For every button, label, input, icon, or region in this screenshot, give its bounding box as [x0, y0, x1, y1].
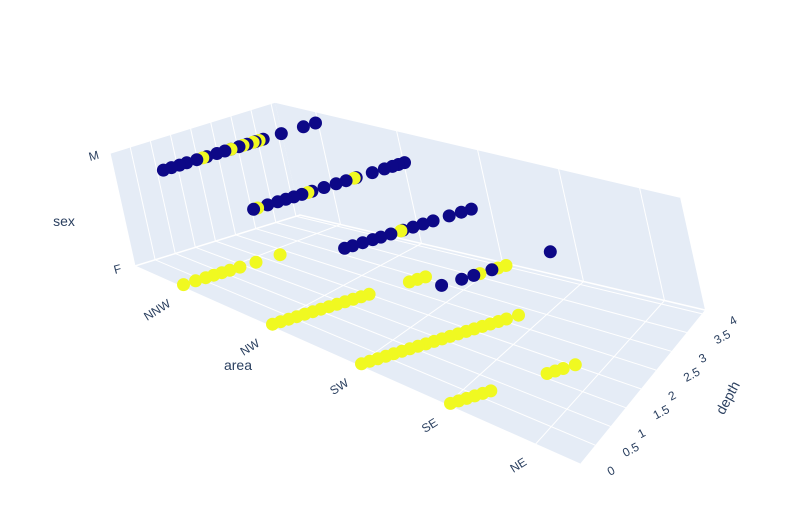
back-wall-gridline-area: [315, 111, 341, 225]
data-point-m: [309, 116, 322, 130]
data-point-f: [199, 271, 213, 285]
left-wall-gridline-depth: [129, 146, 156, 260]
floor-gridline-depth: [195, 246, 626, 409]
data-point-m: [261, 198, 275, 212]
x-axis-title: area: [224, 357, 252, 373]
data-point-m: [455, 272, 469, 286]
wall-gridline-sex: [134, 214, 706, 311]
back-wall-gridline-area: [477, 149, 503, 263]
data-point-f: [394, 224, 408, 238]
data-point-m: [442, 209, 456, 223]
data-point-m: [406, 220, 420, 234]
floor-gridline-area: [446, 281, 584, 405]
data-points: [156, 116, 582, 410]
data-point-m: [317, 181, 331, 194]
data-point-m: [156, 163, 170, 177]
left-wall-gridline-depth: [109, 152, 136, 267]
data-point-m: [356, 236, 370, 250]
data-point-m: [247, 202, 261, 216]
data-point-m: [384, 227, 398, 241]
data-point-f: [233, 260, 247, 274]
data-point-m: [339, 174, 353, 188]
data-point-m: [454, 205, 468, 219]
left-wall-gridline-depth: [169, 134, 196, 248]
data-point-m: [329, 177, 343, 191]
data-point-m: [464, 202, 478, 216]
data-point-f: [444, 396, 457, 410]
data-point-m: [366, 233, 380, 247]
left-wall-gridline-depth: [210, 121, 237, 236]
data-point-f: [402, 275, 416, 289]
floor-gridline-area: [535, 300, 665, 445]
left-wall-gridline-depth: [189, 128, 216, 242]
data-point-m: [377, 162, 391, 176]
floor-gridline-depth: [175, 253, 611, 427]
data-point-f: [177, 278, 190, 292]
z-tick-label: F: [112, 261, 123, 276]
data-point-m: [365, 166, 379, 180]
data-point-m: [274, 127, 288, 141]
data-point-f: [512, 308, 525, 322]
floor-gridline-depth: [154, 259, 596, 446]
back-wall-gridline-area: [639, 187, 665, 301]
data-point-m: [210, 147, 224, 160]
z-axis-title: sex: [53, 213, 75, 229]
data-point-m: [296, 120, 310, 134]
z-tick-label: M: [87, 148, 100, 164]
data-point-m: [467, 268, 481, 282]
data-point-m: [435, 278, 449, 292]
data-point-m: [338, 241, 352, 255]
left-wall-gridline-depth: [149, 140, 176, 254]
data-point-f: [249, 255, 263, 269]
data-point-f: [540, 367, 554, 380]
data-point-f: [266, 317, 279, 331]
data-point-f: [273, 248, 287, 262]
floor-gridline-depth: [255, 228, 672, 352]
data-point-m: [416, 217, 430, 231]
data-point-f: [189, 274, 203, 288]
back-wall-gridline-area: [558, 168, 584, 282]
data-point-m: [543, 245, 557, 259]
data-point-m: [190, 153, 204, 167]
data-point-m: [271, 195, 285, 209]
data-point-f: [355, 357, 368, 371]
data-point-f: [568, 358, 582, 372]
data-point-m: [485, 263, 499, 277]
data-point-m: [426, 214, 440, 228]
wall-gridline-sex: [109, 101, 681, 198]
floor-gridline-depth: [235, 234, 657, 371]
